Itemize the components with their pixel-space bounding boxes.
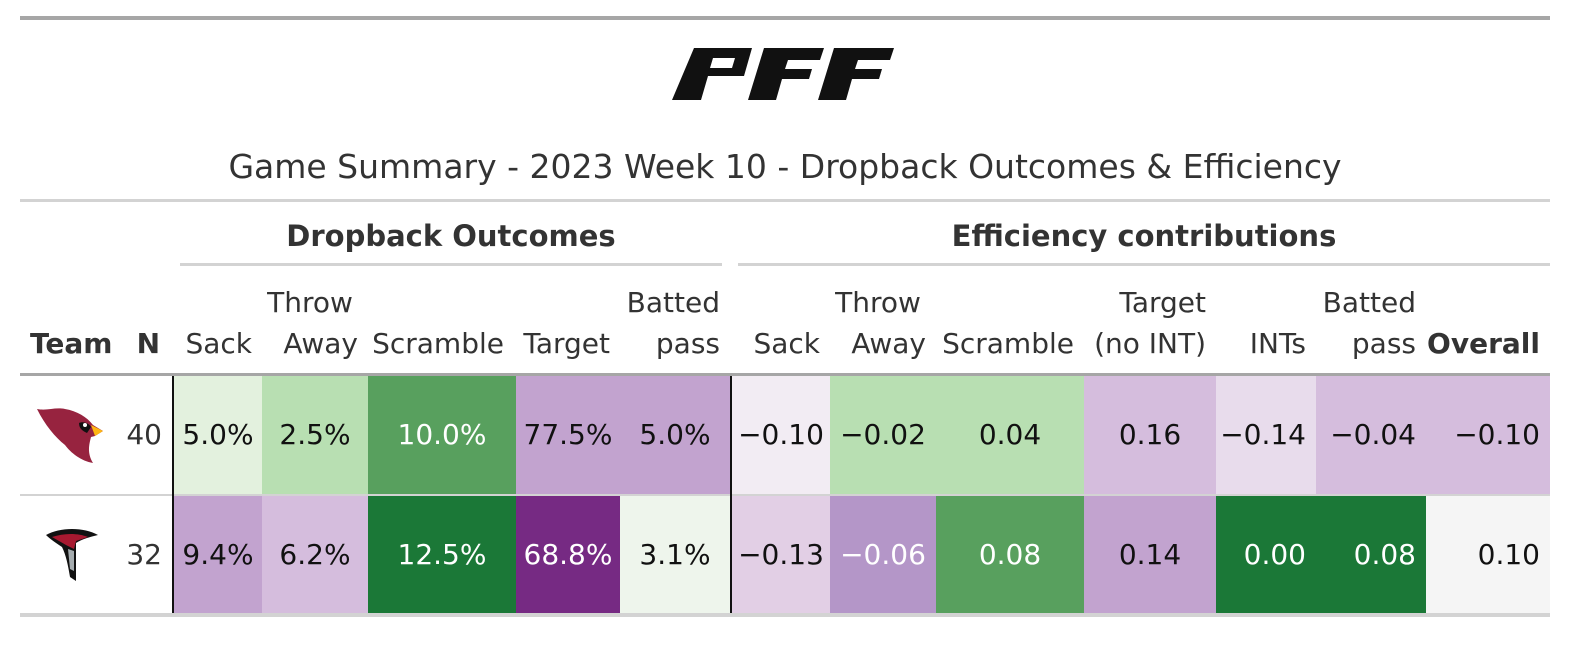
header-rule bbox=[20, 373, 1550, 376]
col-header-efficiency-batted-pass: Batted pass bbox=[1322, 286, 1416, 360]
pff-logo bbox=[672, 48, 894, 100]
col-header-efficiency-sack: Sack bbox=[753, 327, 820, 360]
col-header-dropback-scramble: Scramble bbox=[372, 327, 504, 360]
col-header-n: N bbox=[136, 327, 160, 360]
cell-dropback-throw-away: 6.2% bbox=[262, 496, 368, 614]
col-header-dropback-target: Target bbox=[523, 327, 610, 360]
col-header-efficiency-scramble: Scramble bbox=[942, 327, 1074, 360]
team-logo-cell bbox=[20, 496, 120, 614]
team-logo-cell bbox=[20, 376, 120, 494]
cell-efficiency-ints: −0.14 bbox=[1216, 376, 1316, 494]
n-value: 40 bbox=[126, 418, 162, 451]
cell-dropback-batted-pass: 3.1% bbox=[620, 496, 730, 614]
falcons-logo-icon bbox=[46, 529, 98, 581]
pff-logo-letter-p bbox=[672, 48, 752, 100]
col-header-efficiency-throw-away: Throw Away bbox=[835, 286, 926, 360]
cell-efficiency-overall: 0.10 bbox=[1426, 496, 1550, 614]
cell-efficiency-ints: 0.00 bbox=[1216, 496, 1316, 614]
col-header-team: Team bbox=[30, 327, 113, 360]
cell-efficiency-batted-pass: 0.08 bbox=[1316, 496, 1426, 614]
cell-dropback-scramble: 12.5% bbox=[368, 496, 516, 614]
cell-efficiency-overall: −0.10 bbox=[1426, 376, 1550, 494]
cell-dropback-throw-away: 2.5% bbox=[262, 376, 368, 494]
col-header-dropback-batted-pass: Batted pass bbox=[626, 286, 720, 360]
col-header-efficiency-ints: INTs bbox=[1249, 327, 1306, 360]
n-value: 32 bbox=[126, 538, 162, 571]
table-title: Game Summary - 2023 Week 10 - Dropback O… bbox=[228, 147, 1342, 186]
cell-dropback-target: 77.5% bbox=[516, 376, 620, 494]
vertical-divider-efficiency bbox=[730, 376, 732, 614]
spanner-efficiency-contributions: Efficiency contributions bbox=[951, 219, 1337, 253]
cell-efficiency-scramble: 0.04 bbox=[936, 376, 1084, 494]
cell-dropback-scramble: 10.0% bbox=[368, 376, 516, 494]
spanner-efficiency-line bbox=[738, 263, 1550, 266]
cardinals-logo-icon bbox=[37, 408, 103, 463]
cell-efficiency-target-no-int: 0.16 bbox=[1084, 376, 1216, 494]
spanner-dropback-outcomes: Dropback Outcomes bbox=[286, 219, 616, 253]
top-rule bbox=[20, 16, 1550, 20]
cell-efficiency-target-no-int: 0.14 bbox=[1084, 496, 1216, 614]
cell-dropback-sack: 5.0% bbox=[174, 376, 262, 494]
spanner-dropback-line bbox=[180, 263, 722, 266]
cell-efficiency-throw-away: −0.02 bbox=[830, 376, 936, 494]
cell-efficiency-sack: −0.10 bbox=[732, 376, 830, 494]
cell-efficiency-batted-pass: −0.04 bbox=[1316, 376, 1426, 494]
cell-dropback-batted-pass: 5.0% bbox=[620, 376, 730, 494]
pff-logo-letter-f1 bbox=[748, 48, 824, 100]
col-header-efficiency-target-no-int: Target (no INT) bbox=[1094, 286, 1206, 360]
pff-logo-letter-f2 bbox=[818, 48, 894, 100]
title-rule bbox=[20, 199, 1550, 202]
vertical-divider-n bbox=[172, 376, 174, 614]
col-header-efficiency-overall: Overall bbox=[1427, 327, 1540, 360]
cell-efficiency-throw-away: −0.06 bbox=[830, 496, 936, 614]
bottom-rule bbox=[20, 613, 1550, 617]
cell-dropback-target: 68.8% bbox=[516, 496, 620, 614]
row-separator bbox=[20, 494, 1550, 496]
cell-efficiency-sack: −0.13 bbox=[732, 496, 830, 614]
cell-dropback-sack: 9.4% bbox=[174, 496, 262, 614]
col-header-dropback-sack: Sack bbox=[185, 327, 252, 360]
col-header-dropback-throw-away: Throw Away bbox=[267, 286, 358, 360]
cell-efficiency-scramble: 0.08 bbox=[936, 496, 1084, 614]
